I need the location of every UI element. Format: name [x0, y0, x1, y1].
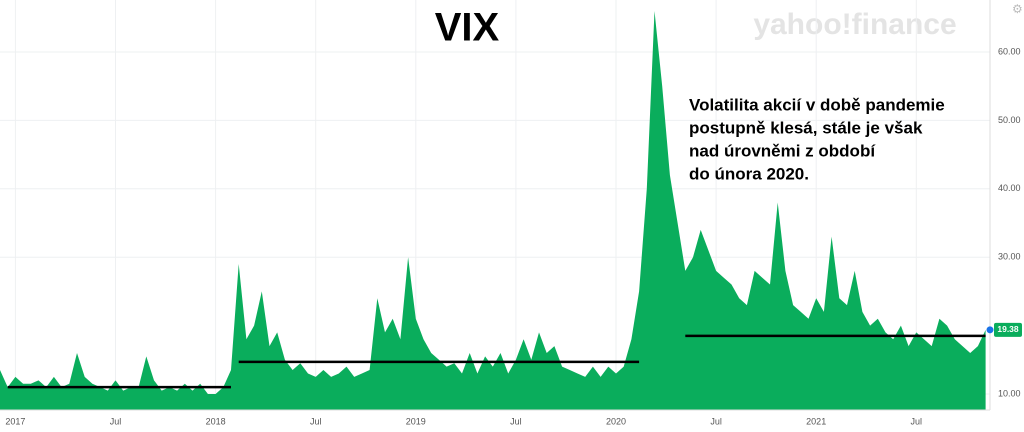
chart-title: VIX — [435, 6, 500, 50]
annotation: nad úrovněmi z období — [689, 141, 876, 160]
x-tick-label: 2020 — [606, 416, 626, 426]
last-point — [986, 326, 994, 334]
annotation: Volatilita akcií v době pandemie — [689, 95, 945, 114]
x-tick-label: 2021 — [806, 416, 826, 426]
x-tick-label: Jul — [510, 416, 522, 426]
x-tick-label: Jul — [911, 416, 923, 426]
annotation: do února 2020. — [689, 164, 809, 183]
y-tick-label: 40.00 — [998, 183, 1021, 193]
x-tick-label: Jul — [310, 416, 322, 426]
y-tick-label: 60.00 — [998, 46, 1021, 56]
last-value-label: 19.38 — [997, 324, 1019, 334]
x-tick-label: 2017 — [5, 416, 25, 426]
y-tick-label: 30.00 — [998, 252, 1021, 262]
y-tick-label: 10.00 — [998, 388, 1021, 398]
x-tick-label: Jul — [110, 416, 122, 426]
y-tick-label: 50.00 — [998, 115, 1021, 125]
watermark: yahoo!finance — [753, 8, 956, 41]
last-value-badge — [994, 322, 1022, 337]
x-tick-label: Jul — [710, 416, 722, 426]
area — [0, 10, 986, 411]
x-tick-label: 2018 — [206, 416, 226, 426]
annotation: postupně klesá, stále je však — [689, 118, 923, 137]
settings-icon[interactable]: ⚙ — [1012, 2, 1023, 16]
x-tick-label: 2019 — [406, 416, 426, 426]
